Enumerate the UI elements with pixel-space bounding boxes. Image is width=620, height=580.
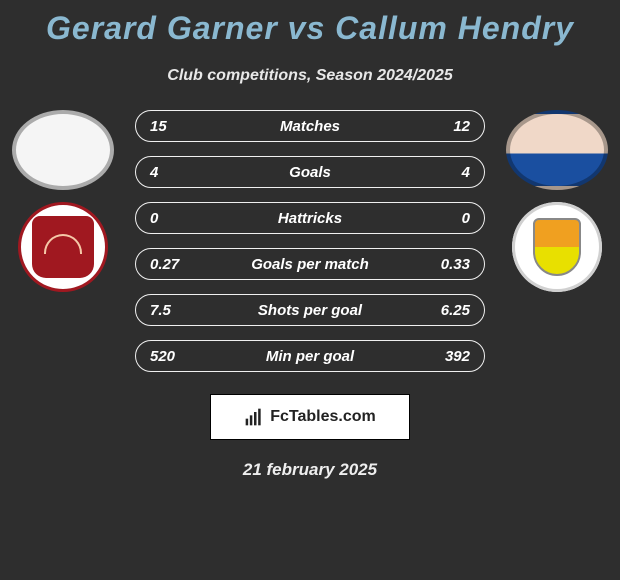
stats-list: 15 Matches 12 4 Goals 4 0 Hattricks 0 0.… <box>135 110 485 372</box>
stat-label: Min per goal <box>210 348 410 365</box>
stat-label: Goals per match <box>210 256 410 273</box>
player-photo-right <box>506 110 608 190</box>
player-photo-left <box>12 110 114 190</box>
stat-right-value: 6.25 <box>410 302 470 319</box>
branding-box: FcTables.com <box>210 394 410 440</box>
club-badge-right <box>512 202 602 292</box>
fctables-logo-icon <box>244 407 264 427</box>
stat-label: Shots per goal <box>210 302 410 319</box>
right-player-column <box>502 110 612 292</box>
stat-left-value: 0.27 <box>150 256 210 273</box>
club-badge-left <box>18 202 108 292</box>
stat-label: Hattricks <box>210 210 410 227</box>
stat-right-value: 4 <box>410 164 470 181</box>
comparison-panel: 15 Matches 12 4 Goals 4 0 Hattricks 0 0.… <box>0 110 620 480</box>
stat-left-value: 520 <box>150 348 210 365</box>
stat-row: 4 Goals 4 <box>135 156 485 188</box>
left-player-column <box>8 110 118 292</box>
stat-right-value: 0 <box>410 210 470 227</box>
stat-left-value: 7.5 <box>150 302 210 319</box>
stat-left-value: 15 <box>150 118 210 135</box>
stat-row: 7.5 Shots per goal 6.25 <box>135 294 485 326</box>
stat-row: 0.27 Goals per match 0.33 <box>135 248 485 280</box>
date-text: 21 february 2025 <box>0 460 620 480</box>
stat-label: Matches <box>210 118 410 135</box>
page-title: Gerard Garner vs Callum Hendry <box>0 0 620 47</box>
stat-label: Goals <box>210 164 410 181</box>
stat-row: 520 Min per goal 392 <box>135 340 485 372</box>
branding-text: FcTables.com <box>270 408 376 426</box>
stat-left-value: 0 <box>150 210 210 227</box>
stat-row: 0 Hattricks 0 <box>135 202 485 234</box>
subtitle: Club competitions, Season 2024/2025 <box>0 67 620 85</box>
stat-right-value: 12 <box>410 118 470 135</box>
stat-row: 15 Matches 12 <box>135 110 485 142</box>
stat-left-value: 4 <box>150 164 210 181</box>
stat-right-value: 392 <box>410 348 470 365</box>
stat-right-value: 0.33 <box>410 256 470 273</box>
